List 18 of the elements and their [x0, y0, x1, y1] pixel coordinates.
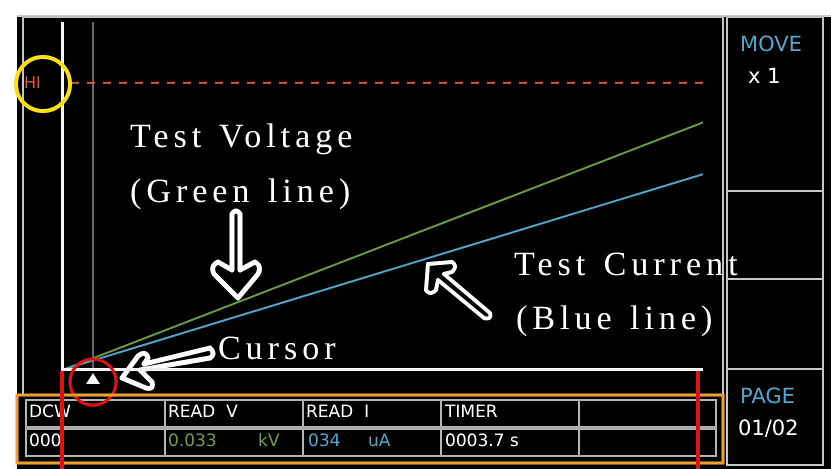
text: kV — [258, 431, 280, 451]
annotation: Test Voltage — [130, 118, 358, 156]
text: READ V — [168, 402, 238, 422]
text: READ I — [306, 402, 370, 422]
text: 034 — [308, 431, 340, 451]
annotation: (Blue line) — [516, 300, 718, 338]
text: TIMER — [445, 402, 498, 422]
annotation: (Green line) — [130, 173, 356, 211]
text: uA — [368, 431, 390, 451]
text: x 1 — [748, 64, 780, 88]
text: 0.033 — [168, 431, 217, 451]
ref-line-label: HI — [24, 72, 41, 92]
text: 01/02 — [738, 416, 799, 440]
text: PAGE — [740, 384, 795, 408]
text: 0003.7 s — [445, 431, 519, 451]
text: 000 — [29, 431, 62, 451]
text: MOVE — [740, 32, 802, 56]
annotation: Cursor — [218, 330, 341, 368]
